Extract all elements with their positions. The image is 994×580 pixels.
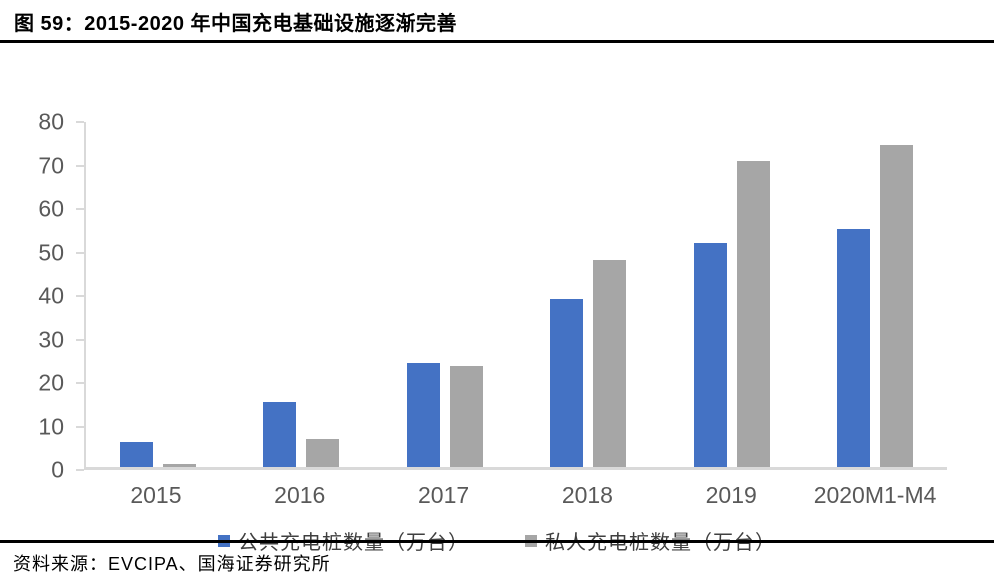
y-axis-tick <box>76 425 84 428</box>
bar-private-2020M1-M4 <box>880 145 914 467</box>
x-axis-label-2016: 2016 <box>274 482 326 508</box>
bar-private-2019 <box>736 161 770 467</box>
bar-chart: 0 10 20 30 40 50 60 70 80 2015 2016 2017 2018 2019 20… <box>0 45 994 554</box>
bar-private-2015 <box>162 463 196 467</box>
y-axis-label: 70 <box>38 152 64 178</box>
y-axis-label: 60 <box>38 195 64 222</box>
x-axis-label-2020M1-M4: 2020M1-M4 <box>813 482 937 508</box>
y-axis-tick <box>76 164 84 167</box>
y-axis-tick <box>76 121 84 123</box>
page-title: 图 59：2015-2020 年中国充电基础设施逐渐完善 <box>14 13 458 35</box>
y-axis-label: 20 <box>38 369 64 396</box>
y-axis-label: 80 <box>38 108 64 135</box>
y-axis-tick <box>76 251 84 254</box>
bar-public-2016 <box>263 401 297 467</box>
bar-public-2017 <box>406 362 440 467</box>
y-axis-tick <box>76 338 84 341</box>
footer-divider-rule <box>0 540 994 543</box>
bar-group-2020M1-M4 <box>804 122 948 467</box>
bar-public-2020M1-M4 <box>837 229 871 467</box>
x-axis-label-2015: 2015 <box>130 482 182 508</box>
bar-private-2018 <box>593 259 627 467</box>
x-axis-label-2019: 2019 <box>705 482 757 508</box>
bar-public-2019 <box>693 242 727 467</box>
y-axis-tick <box>76 382 84 384</box>
y-axis-tick <box>76 208 84 210</box>
bar-public-2018 <box>550 298 584 467</box>
plot-area <box>84 122 947 470</box>
x-axis: 2015 2016 2017 2018 2019 2020M1-M4 <box>84 482 947 509</box>
y-axis-tick <box>76 295 84 297</box>
y-axis-label: 50 <box>38 239 64 265</box>
x-axis-label-2018: 2018 <box>561 482 613 508</box>
bar-public-2015 <box>119 441 153 467</box>
y-axis-label: 0 <box>51 456 64 483</box>
bar-private-2017 <box>449 366 483 467</box>
bar-group-2016 <box>230 122 374 467</box>
y-axis-tick <box>76 469 84 471</box>
legend-label-public: 公共充电桩数量（万台） <box>238 532 469 554</box>
bar-group-2018 <box>517 122 661 467</box>
x-axis-label-2017: 2017 <box>417 482 470 508</box>
y-axis-label: 40 <box>38 282 64 309</box>
bar-group-2019 <box>660 122 804 467</box>
title-divider-rule <box>0 40 994 43</box>
bar-group-2015 <box>86 122 230 467</box>
bar-private-2016 <box>306 438 340 467</box>
legend-label-private: 私人充电桩数量（万台） <box>545 532 776 554</box>
y-axis-label: 10 <box>38 413 64 439</box>
y-axis-label: 30 <box>38 326 64 352</box>
bar-group-2017 <box>373 122 517 467</box>
source-note: 资料来源：EVCIPA、国海证券研究所 <box>13 554 331 574</box>
